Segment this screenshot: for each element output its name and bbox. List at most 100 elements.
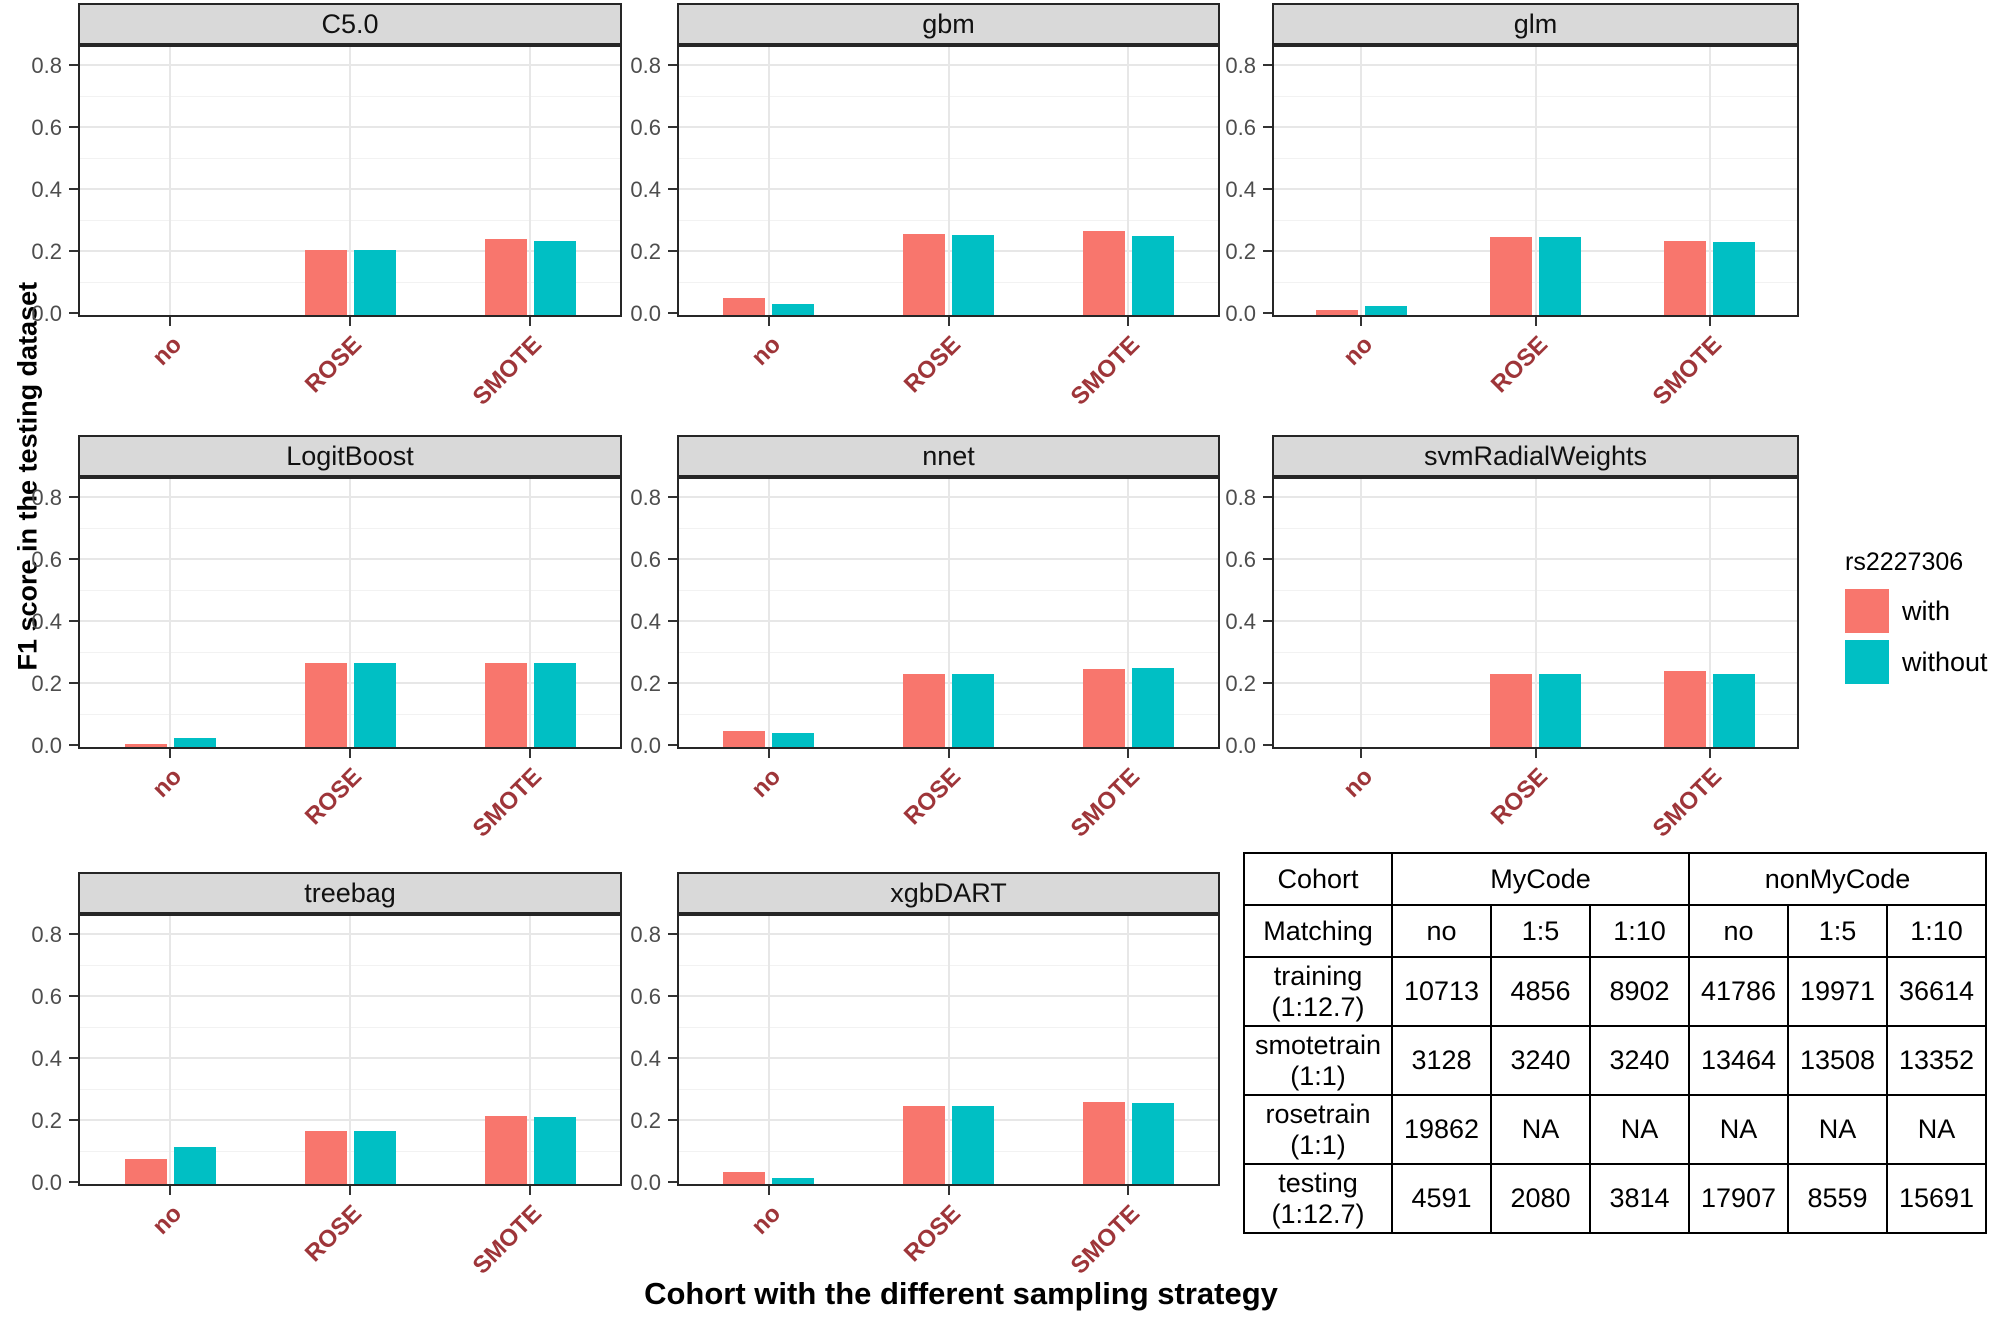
x-tick-mark (767, 1186, 770, 1195)
table-header-cell: nonMyCode (1688, 852, 1987, 906)
facet-title: C5.0 (321, 8, 379, 39)
x-tick-mark (1127, 1186, 1130, 1195)
x-tick-mark (767, 317, 770, 326)
cohort-table-container: Cohort MyCode nonMyCode Matching no 1:5 1:10 no… (1243, 852, 1987, 1234)
table-cell: 10713 (1391, 956, 1492, 1027)
x-tick-label: ROSE (299, 1200, 368, 1268)
table-cell: 13352 (1886, 1025, 1987, 1096)
facet-strip: svmRadialWeights (1272, 435, 1799, 477)
bar-with (903, 1106, 945, 1184)
x-tick-mark (1534, 749, 1537, 758)
y-tick-mark (668, 682, 677, 684)
y-tick-label: 0.2 (1225, 671, 1256, 696)
y-tick-label: 0.0 (31, 733, 62, 758)
y-tick-mark (69, 250, 78, 252)
facet-title: gbm (922, 8, 975, 39)
x-tick-label: SMOTE (467, 1200, 548, 1280)
legend-item-with: with (1845, 589, 1988, 633)
x-tick-label: no (746, 763, 786, 803)
gridline (1127, 479, 1130, 747)
y-tick-mark (69, 312, 78, 314)
gridline (1708, 479, 1711, 747)
plot-panel (78, 477, 622, 749)
y-tick-label: 0.8 (1225, 485, 1256, 510)
y-tick-mark (69, 126, 78, 128)
y-tick-mark (69, 188, 78, 190)
bar-without (353, 663, 396, 747)
table-cell: 13464 (1688, 1025, 1789, 1096)
table-row: smotetrain (1:1) 3128 3240 3240 13464 13508 13… (1243, 1025, 1987, 1096)
y-tick-label: 0.2 (31, 1108, 62, 1133)
facet-strip: glm (1272, 3, 1799, 45)
table-cell: NA (1886, 1094, 1987, 1165)
x-tick-mark (529, 317, 531, 326)
table-row-label: testing (1:12.7) (1243, 1163, 1393, 1234)
y-tick-mark (1263, 250, 1272, 252)
bar-without (772, 1178, 815, 1184)
bar-without (952, 235, 994, 315)
table-cell: NA (1787, 1094, 1888, 1165)
bar-with (484, 1116, 527, 1184)
y-tick-mark (668, 933, 677, 935)
y-tick-label: 0.0 (630, 1170, 661, 1195)
bar-with (1082, 669, 1125, 747)
bar-without (1364, 306, 1407, 315)
y-tick-label: 0.2 (1225, 239, 1256, 264)
bar-without (173, 1147, 216, 1184)
bar-with (903, 234, 945, 315)
gridline (169, 916, 171, 1184)
x-tick-mark (767, 749, 770, 758)
table-cell: 17907 (1688, 1163, 1789, 1234)
y-tick-label: 0.2 (630, 239, 661, 264)
table-row: rosetrain (1:1) 19862 NA NA NA NA NA (1243, 1094, 1987, 1165)
x-tick-label: SMOTE (467, 763, 548, 843)
y-tick-mark (69, 744, 78, 746)
table-cell: 3128 (1391, 1025, 1492, 1096)
y-tick-label: 0.8 (1225, 53, 1256, 78)
table-cell: 8902 (1589, 956, 1690, 1027)
y-tick-mark (69, 1057, 78, 1059)
facet-strip: nnet (677, 435, 1220, 477)
y-tick-label: 0.4 (31, 609, 62, 634)
bar-without (952, 1106, 994, 1184)
table-cell: 36614 (1886, 956, 1987, 1027)
plot-panel (1272, 45, 1799, 317)
gridline (349, 47, 351, 315)
table-cell: 3240 (1490, 1025, 1591, 1096)
bar-with (1315, 310, 1358, 315)
y-tick-mark (1263, 64, 1272, 66)
facet-title: xgbDART (890, 877, 1007, 908)
table-header-cell: Matching (1243, 904, 1393, 958)
bar-without (533, 1117, 576, 1184)
table-cell: NA (1589, 1094, 1690, 1165)
bar-with (124, 1159, 167, 1184)
y-tick-mark (69, 933, 78, 935)
cohort-table: Cohort MyCode nonMyCode Matching no 1:5 1:10 no… (1243, 852, 1987, 1234)
y-tick-mark (69, 558, 78, 560)
x-tick-mark (349, 749, 351, 758)
gridline (169, 479, 171, 747)
y-tick-mark (668, 250, 677, 252)
bar-with (1082, 231, 1125, 315)
bar-without (353, 1131, 396, 1184)
bar-without (533, 663, 576, 747)
table-cell: 19971 (1787, 956, 1888, 1027)
y-tick-mark (69, 682, 78, 684)
y-tick-label: 0.6 (1225, 115, 1256, 140)
gridline (1127, 916, 1130, 1184)
bar-without (772, 733, 815, 747)
x-tick-mark (349, 1186, 351, 1195)
y-tick-mark (69, 995, 78, 997)
legend-swatch-without (1845, 640, 1889, 684)
bar-with (304, 663, 347, 747)
y-tick-label: 0.4 (1225, 177, 1256, 202)
table-cell: 4856 (1490, 956, 1591, 1027)
bar-without (952, 674, 994, 747)
bar-with (124, 744, 167, 747)
x-tick-mark (349, 317, 351, 326)
x-tick-mark (947, 317, 950, 326)
y-tick-mark (69, 64, 78, 66)
legend-item-without: without (1845, 640, 1988, 684)
y-tick-label: 0.2 (31, 671, 62, 696)
